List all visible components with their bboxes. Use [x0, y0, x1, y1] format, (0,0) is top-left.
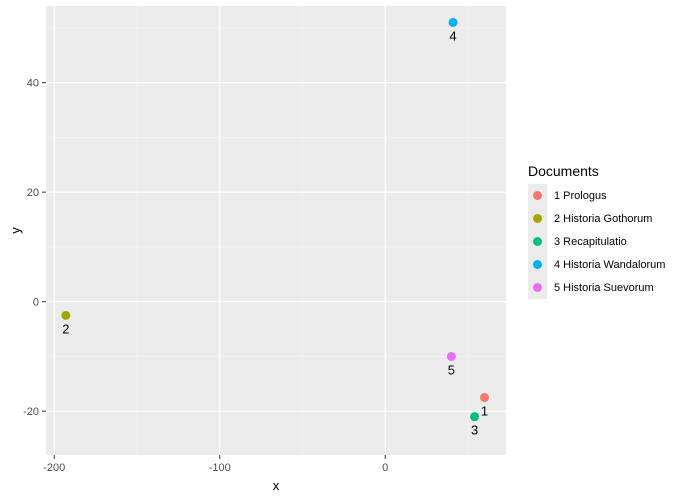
x-axis-title: x — [273, 478, 280, 493]
legend-label: 1 Prologus — [554, 189, 607, 202]
data-point-label: 2 — [62, 321, 69, 336]
legend-dot-icon — [533, 214, 542, 223]
axis-ticks — [42, 82, 386, 459]
data-point — [479, 393, 489, 403]
legend-key — [528, 230, 547, 253]
minor-gridlines — [46, 6, 506, 455]
plot-panel — [46, 6, 506, 455]
data-point-label: 1 — [481, 404, 488, 419]
x-tick-label: 0 — [382, 462, 388, 474]
major-gridlines — [46, 6, 506, 455]
legend-label: 5 Historia Suevorum — [554, 281, 654, 294]
data-point-label: 4 — [449, 28, 456, 43]
legend-key — [528, 184, 547, 207]
legend-dot-icon — [533, 260, 542, 269]
legend-dot-icon — [533, 191, 542, 200]
data-point-label: 5 — [448, 362, 455, 377]
data-point-labels: 1 2 3 4 5 — [62, 28, 488, 437]
legend-item: 4 Historia Wandalorum — [528, 253, 665, 276]
data-point — [61, 310, 71, 320]
data-point — [470, 412, 480, 422]
y-tick-label: 0 — [33, 297, 39, 309]
legend-label: 4 Historia Wandalorum — [554, 258, 666, 271]
legend-label: 2 Historia Gothorum — [554, 212, 653, 225]
legend-items: 1 Prologus 2 Historia Gothorum 3 Recapitul… — [528, 184, 665, 299]
y-axis-tick-labels: -20 0 20 40 — [23, 78, 39, 419]
legend: Documents 1 Prologus 2 Historia Gothorum 3… — [528, 163, 665, 299]
legend-key — [528, 253, 547, 276]
y-tick-label: 40 — [27, 78, 39, 90]
legend-title: Documents — [528, 163, 599, 179]
legend-item: 1 Prologus — [528, 184, 665, 207]
y-tick-label: 20 — [27, 187, 39, 199]
legend-item: 2 Historia Gothorum — [528, 207, 665, 230]
legend-label: 3 Recapitulatio — [554, 235, 627, 248]
legend-item: 5 Historia Suevorum — [528, 276, 665, 299]
x-axis-tick-labels: -200 -100 0 — [43, 462, 388, 474]
legend-item: 3 Recapitulatio — [528, 230, 665, 253]
legend-dot-icon — [533, 283, 542, 292]
data-point-label: 3 — [471, 423, 478, 438]
data-point — [448, 17, 458, 27]
x-tick-label: -200 — [43, 462, 65, 474]
data-point — [446, 351, 456, 361]
legend-key — [528, 207, 547, 230]
data-points — [61, 17, 489, 422]
legend-dot-icon — [533, 237, 542, 246]
y-axis-title: y — [8, 227, 23, 234]
x-tick-label: -100 — [209, 462, 231, 474]
y-tick-label: -20 — [23, 406, 39, 418]
legend-key — [528, 276, 547, 299]
